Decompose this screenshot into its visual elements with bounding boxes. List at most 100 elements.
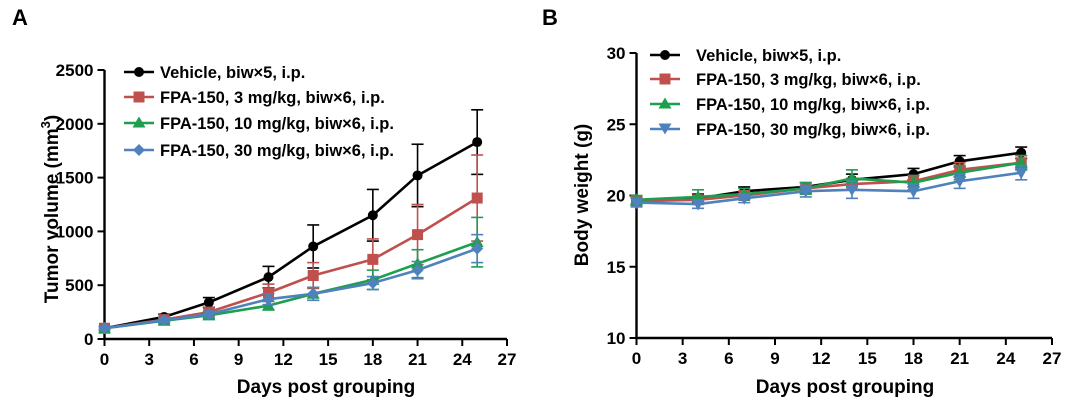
panel-a-data-point: [308, 241, 319, 252]
panel-a-label: A: [12, 5, 28, 30]
panel-b-legend-label-vehicle: Vehicle, biw×5, i.p.: [696, 47, 841, 65]
panel-a-y-tick-label: 1500: [56, 169, 94, 188]
panel-a-y-axis-label-superscript: 3: [38, 121, 53, 128]
panel-a-legend-label-30mg: FPA-150, 30 mg/kg, biw×6, i.p.: [160, 142, 394, 160]
panel-b-series-line: [636, 161, 1022, 203]
panel-a-series-fpa-150-30-mg-kg-biwx6-i-p: [98, 233, 484, 335]
panel-b: B 10 15 20 25 30 0 3 6 9 12 15 18 21 24 27 Days post …: [542, 5, 1061, 398]
panel-a-y-tick-label: 2000: [56, 115, 94, 134]
panel-b-legend-marker-30mg: [658, 123, 672, 135]
panel-b-y-tick-label: 10: [607, 329, 626, 348]
panel-a-x-tick-label: 3: [144, 350, 153, 369]
panel-b-legend-marker-10mg: [658, 97, 672, 109]
panel-a-data-point: [472, 137, 483, 148]
panel-b-y-ticks: 10 15 20 25 30: [607, 44, 637, 348]
panel-b-x-tick-label: 24: [996, 349, 1015, 368]
panel-a-data-point: [262, 293, 275, 306]
panel-a-data-point: [367, 210, 378, 221]
panel-a-data-point: [203, 297, 214, 308]
panel-b-x-tick-label: 9: [770, 349, 779, 368]
panel-b-legend-label-10mg: FPA-150, 10 mg/kg, biw×6, i.p.: [696, 96, 930, 114]
panel-b-x-tick-label: 18: [904, 349, 923, 368]
panel-a-data-point: [307, 270, 319, 282]
panel-b-data-point: [907, 186, 920, 198]
panel-a-x-axis-label: Days post grouping: [237, 377, 415, 398]
panel-b-legend-item-vehicle: Vehicle, biw×5, i.p.: [650, 47, 841, 65]
panel-b-y-axis-label: Body weight (g): [572, 124, 593, 266]
panel-b-series-line: [636, 171, 1022, 206]
panel-a-series-fpa-150-10-mg-kg-biwx6-i-p: [98, 216, 484, 334]
panel-b-data-point: [953, 176, 967, 188]
panel-a-legend-item-10mg: FPA-150, 10 mg/kg, biw×6, i.p.: [124, 115, 394, 133]
panel-a-x-tick-label: 21: [408, 350, 427, 369]
panel-b-y-tick-label: 30: [607, 44, 626, 63]
panel-b-y-tick-label: 15: [607, 258, 626, 277]
panel-b-x-ticks: 0 3 6 9 12 15 18 21 24 27: [632, 338, 1062, 368]
panel-a-x-tick-label: 6: [189, 350, 198, 369]
panel-a-legend-label-10mg: FPA-150, 10 mg/kg, biw×6, i.p.: [160, 115, 394, 133]
panel-b-x-tick-label: 12: [812, 349, 831, 368]
panel-a-x-tick-label: 9: [234, 350, 243, 369]
panel-a-legend-item-30mg: FPA-150, 30 mg/kg, biw×6, i.p.: [124, 142, 394, 160]
panel-a-data-point: [366, 277, 379, 290]
panel-a-y-axis-label-main: Tumor volume (mm: [42, 128, 63, 303]
panel-b-x-axis-label: Days post grouping: [756, 377, 934, 398]
panel-a-legend-marker-10mg: [132, 116, 146, 128]
panel-b-data-point: [1014, 167, 1028, 180]
panel-b-legend-item-30mg: FPA-150, 30 mg/kg, biw×6, i.p.: [650, 121, 930, 139]
panel-a-y-tick-label: 0: [84, 330, 93, 349]
panel-a-legend-label-3mg: FPA-150, 3 mg/kg, biw×6, i.p.: [160, 89, 385, 107]
panel-a-data-point: [471, 242, 484, 255]
panel-a-y-axis-label: Tumor volume (mm3): [38, 115, 63, 303]
panel-b-series: [630, 146, 1028, 211]
panel-b-legend-label-30mg: FPA-150, 30 mg/kg, biw×6, i.p.: [696, 121, 930, 139]
panel-a-legend-item-3mg: FPA-150, 3 mg/kg, biw×6, i.p.: [124, 89, 385, 107]
panel-a-data-point: [367, 253, 379, 265]
panel-a-x-ticks: 0 3 6 9 12 15 18 21 24 27: [100, 339, 517, 369]
panel-a-series-line: [104, 140, 478, 330]
panel-a-y-ticks: 0 500 1000 1500 2000 2500: [56, 61, 105, 349]
panel-a-series-line: [104, 247, 478, 330]
panel-b-data-point: [737, 193, 751, 205]
panel-b-legend-marker-vehicle: [660, 50, 670, 60]
panel-a-x-tick-label: 18: [363, 350, 382, 369]
panel-a-legend-marker-30mg: [133, 144, 145, 156]
panel-a-series: [98, 109, 484, 335]
panel-a-legend-marker-vehicle: [134, 67, 144, 77]
panel-b-x-tick-label: 6: [724, 349, 733, 368]
panel-a-x-tick-label: 27: [498, 350, 517, 369]
panel-a-data-point: [307, 287, 320, 300]
panel-a-series-fpa-150-3-mg-kg-biwx6-i-p: [98, 154, 484, 334]
panel-a-data-point: [158, 314, 171, 327]
panel-b-data-point: [954, 156, 965, 167]
panel-a-data-point: [202, 308, 215, 321]
panel-a-y-axis-label-suffix: ): [42, 115, 63, 121]
panel-b-legend-item-3mg: FPA-150, 3 mg/kg, biw×6, i.p.: [650, 71, 921, 89]
panel-a-data-point: [411, 264, 424, 277]
panel-a-legend-marker-3mg: [133, 91, 145, 103]
panel-a-x-tick-label: 12: [274, 350, 293, 369]
panel-b-y-tick-label: 20: [607, 187, 626, 206]
panel-a-legend-item-vehicle: Vehicle, biw×5, i.p.: [124, 64, 305, 82]
panel-b-legend-item-10mg: FPA-150, 10 mg/kg, biw×6, i.p.: [650, 96, 930, 114]
panel-b-legend: Vehicle, biw×5, i.p. FPA-150, 3 mg/kg, b…: [650, 47, 930, 139]
panel-a-legend: Vehicle, biw×5, i.p. FPA-150, 3 mg/kg, b…: [124, 64, 394, 160]
panel-b-data-point: [691, 199, 705, 211]
panel-a-y-tick-label: 1000: [56, 222, 94, 241]
panel-a-data-point: [262, 287, 274, 299]
panel-a-legend-label-vehicle: Vehicle, biw×5, i.p.: [160, 64, 305, 82]
panel-a-data-point: [98, 322, 111, 335]
panel-b-series-line: [636, 161, 1022, 202]
panel-b-data-point: [630, 197, 643, 210]
panel-a-x-tick-label: 24: [453, 350, 472, 369]
panel-b-label: B: [542, 5, 558, 30]
panel-a-x-tick-label: 0: [100, 350, 109, 369]
panel-b-legend-marker-3mg: [659, 73, 671, 85]
panel-a-axes: [103, 70, 507, 341]
panel-b-x-tick-label: 21: [950, 349, 969, 368]
panel-a-data-point: [471, 192, 483, 204]
panel-b-x-tick-label: 27: [1043, 349, 1062, 368]
panel-b-x-tick-label: 0: [632, 349, 641, 368]
